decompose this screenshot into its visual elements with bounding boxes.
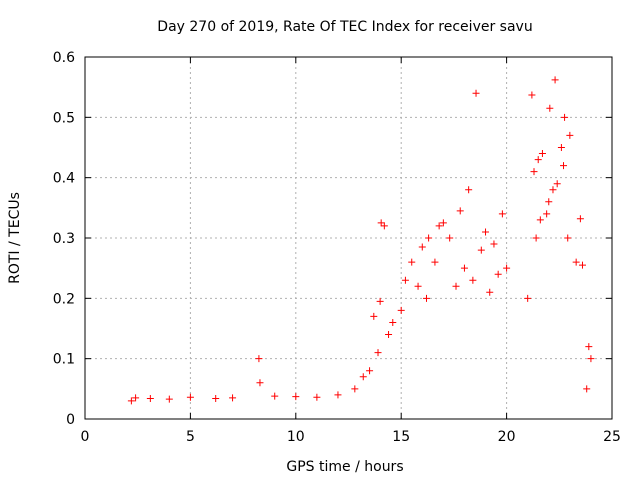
data-point [532,234,540,242]
data-point [503,264,511,272]
x-tick-label: 25 [603,429,621,445]
data-point [528,91,536,99]
data-point [255,355,263,363]
data-point [486,288,494,296]
data-point [498,210,506,218]
data-point [313,393,321,401]
data-point [561,113,569,121]
data-point [536,216,544,224]
data-point [583,385,591,393]
data-point [132,394,140,402]
x-axis-label: GPS time / hours [286,459,403,475]
data-point [418,243,426,251]
data-point [229,394,237,402]
data-point [435,222,443,230]
x-tick-label: 5 [186,429,195,445]
x-tick-label: 15 [392,429,410,445]
data-point [472,89,480,97]
data-point [524,294,532,302]
y-axis-label: ROTI / TECUs [7,192,23,284]
data-point [397,306,405,314]
data-point [538,150,546,158]
data-point [414,282,422,290]
data-point [465,186,473,194]
y-tick-label: 0.1 [53,352,75,368]
data-point [334,391,342,399]
data-point [351,385,359,393]
data-point [477,246,485,254]
data-point [560,162,568,170]
data-point [359,373,367,381]
data-point [546,104,554,112]
data-point [553,180,561,188]
data-point [431,258,439,266]
data-point [587,355,595,363]
y-tick-label: 0.3 [53,231,75,247]
y-tick-label: 0 [66,412,75,428]
data-point [545,198,553,206]
data-point [374,349,382,357]
data-point [408,258,416,266]
data-point [377,219,385,227]
data-point [401,276,409,284]
data-point [370,312,378,320]
data-point [566,131,574,139]
data-point [389,318,397,326]
data-point [456,207,464,215]
y-tick-label: 0.2 [53,291,75,307]
chart-title: Day 270 of 2019, Rate Of TEC Index for r… [157,19,532,35]
data-point [165,395,173,403]
axis-ticks: 0 5 10 15 20 25 0 0.1 0.2 0.3 0.4 0.5 0.6 [53,50,621,445]
data-point [578,261,586,269]
data-point [376,297,384,305]
data-point [572,258,580,266]
data-point [469,276,477,284]
data-points [127,76,595,405]
data-point [452,282,460,290]
x-tick-label: 20 [498,429,516,445]
data-point [366,367,374,375]
data-point [490,240,498,248]
data-point [422,294,430,302]
data-point [460,264,468,272]
data-point [482,228,490,236]
data-point [146,394,154,402]
data-point [576,215,584,223]
y-tick-label: 0.4 [53,171,75,187]
data-point [530,168,538,176]
data-point [439,219,447,227]
data-point [551,76,559,84]
data-point [256,379,264,387]
x-tick-label: 0 [81,429,90,445]
data-point [585,343,593,351]
data-point [292,393,300,401]
data-point [127,397,135,405]
data-point [534,156,542,164]
data-point [543,210,551,218]
grid-lines [85,57,612,419]
data-point [212,394,220,402]
y-tick-label: 0.6 [53,50,75,66]
data-point [549,186,557,194]
data-point [446,234,454,242]
data-point [380,222,388,230]
x-tick-label: 10 [287,429,305,445]
data-point [557,144,565,151]
data-point [425,234,433,242]
y-tick-label: 0.5 [53,110,75,126]
data-point [186,393,194,401]
data-point [564,234,572,242]
data-point [271,392,279,400]
data-point [385,331,393,339]
data-point [494,270,502,278]
